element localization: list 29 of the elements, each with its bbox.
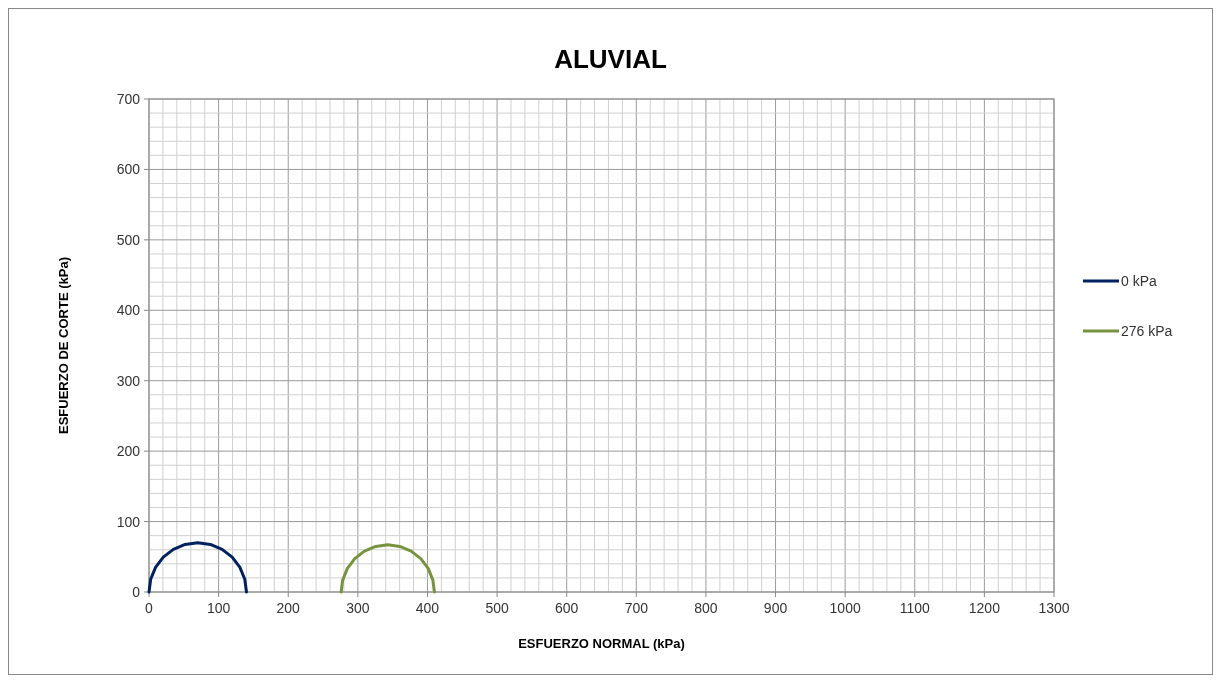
- x-tick-label: 100: [206, 600, 231, 616]
- x-tick-label: 800: [694, 600, 718, 616]
- x-tick-label: 900: [763, 600, 788, 616]
- legend-label: 276 kPa: [1121, 323, 1173, 339]
- chart-title: ALUVIAL: [554, 44, 667, 74]
- x-tick-label: 0: [145, 600, 154, 616]
- y-tick-label: 600: [116, 161, 141, 178]
- x-axis-title: ESFUERZO NORMAL (kPa): [518, 636, 685, 651]
- y-tick-label: 0: [132, 584, 141, 600]
- x-tick-label: 500: [485, 600, 509, 616]
- y-tick-label: 700: [116, 91, 141, 107]
- y-tick-label: 400: [116, 302, 141, 319]
- legend-label: 0 kPa: [1121, 273, 1158, 289]
- x-tick-label: 200: [276, 600, 301, 616]
- line-series: [147, 541, 248, 594]
- y-tick-label: 300: [116, 372, 141, 389]
- y-tick-label: 100: [116, 513, 141, 530]
- y-axis-title: ESFUERZO DE CORTE (kPa): [56, 257, 71, 434]
- x-tick-label: 1300: [1038, 600, 1070, 616]
- x-tick-label: 1100: [899, 600, 931, 616]
- y-tick-label: 200: [116, 443, 141, 460]
- y-tick-label: 500: [116, 231, 141, 248]
- x-tick-label: 700: [624, 600, 649, 616]
- x-tick-label: 300: [346, 600, 370, 616]
- x-tick-label: 1200: [968, 600, 1001, 616]
- x-tick-label: 1000: [829, 600, 861, 616]
- x-tick-label: 400: [415, 600, 440, 616]
- x-tick-label: 600: [555, 600, 579, 616]
- line-series: [339, 543, 436, 594]
